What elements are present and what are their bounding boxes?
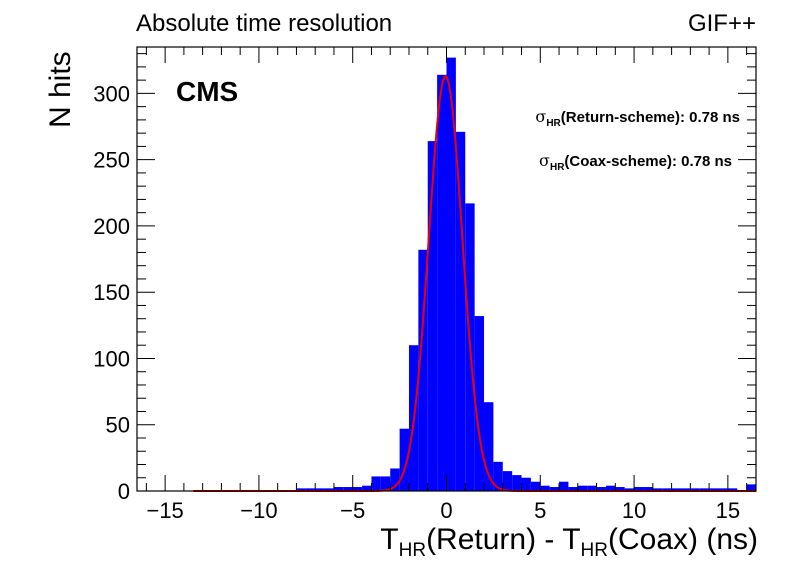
y-axis-label: N hits xyxy=(44,51,77,128)
histogram-bar xyxy=(587,485,597,491)
y-tick-label: 300 xyxy=(93,81,130,106)
x-label-sub2: HR xyxy=(580,540,608,561)
histogram-bar xyxy=(540,485,550,491)
histogram-bar xyxy=(502,471,513,491)
histogram-bar xyxy=(615,487,625,491)
y-tick-label: 150 xyxy=(93,280,130,305)
sigma-coax-annotation: σHR(Coax-scheme): 0.78 ns xyxy=(539,151,732,173)
sigma-subscript: HR xyxy=(549,162,565,173)
histogram-bar xyxy=(315,488,325,491)
histogram-bar xyxy=(399,428,409,491)
histogram-bar xyxy=(727,488,738,491)
x-tick-label: −10 xyxy=(240,498,277,523)
x-tick-label: 15 xyxy=(716,498,740,523)
histogram-bar xyxy=(634,487,644,491)
histogram-bar xyxy=(643,487,653,491)
histogram-bar xyxy=(493,461,503,491)
plot-frame xyxy=(136,46,757,492)
histogram-bar xyxy=(324,488,334,491)
y-tick-label: 0 xyxy=(118,479,130,504)
x-label-mid: (Return) - T xyxy=(426,523,581,556)
histogram-bar xyxy=(305,488,316,491)
experiment-label: CMS xyxy=(176,76,239,107)
histogram-bar xyxy=(568,487,578,491)
histogram-bar xyxy=(352,487,363,491)
chart-title: Absolute time resolution xyxy=(136,10,393,37)
histogram-bar xyxy=(474,316,485,491)
histogram-bar xyxy=(699,488,710,491)
histogram-bar xyxy=(662,488,672,491)
histogram-bar xyxy=(446,57,456,491)
sigma-symbol: σ xyxy=(535,107,547,126)
y-tick-label: 50 xyxy=(106,413,130,438)
histogram-bar xyxy=(559,481,569,491)
x-axis-label: THR(Return) - THR(Coax) (ns) xyxy=(380,523,758,562)
sigma-subscript: HR xyxy=(546,118,561,129)
histogram-bar xyxy=(362,485,372,491)
histogram-bar xyxy=(484,402,494,491)
histogram-bar xyxy=(333,487,344,491)
histogram-bar xyxy=(596,487,606,491)
x-tick-label: 10 xyxy=(622,498,646,523)
x-tick-label: −15 xyxy=(146,498,183,523)
histogram-bar xyxy=(390,468,400,491)
sigma-symbol: σ xyxy=(539,151,550,170)
y-tick-label: 100 xyxy=(93,346,130,371)
histogram-bar xyxy=(427,141,438,491)
histogram-bar xyxy=(380,476,391,491)
histogram-bar xyxy=(521,477,531,491)
histogram-bar xyxy=(577,485,588,491)
histogram-bar xyxy=(709,488,719,491)
sigma-return-annotation: σHR(Return-scheme): 0.78 ns xyxy=(535,107,740,129)
histogram-bar xyxy=(680,488,691,491)
histogram-bar xyxy=(530,481,541,491)
histogram-bar xyxy=(296,488,306,491)
y-tick-label: 250 xyxy=(93,148,130,173)
facility-label: GIF++ xyxy=(687,10,756,37)
histogram-bar xyxy=(455,131,466,491)
histogram-bar xyxy=(690,488,700,491)
histogram-bar xyxy=(512,475,522,491)
x-label-end: (Coax) (ns) xyxy=(607,523,758,556)
histogram-bar xyxy=(549,487,560,491)
histogram-bar xyxy=(624,488,635,491)
x-tick-label: −5 xyxy=(340,498,365,523)
sigma-coax-text: (Coax-scheme): 0.78 ns xyxy=(564,153,732,170)
histogram-bar xyxy=(605,485,616,491)
sigma-return-text: (Return-scheme): 0.78 ns xyxy=(560,109,740,126)
x-label-t1: T xyxy=(380,523,399,556)
y-tick-label: 200 xyxy=(93,214,130,239)
histogram-bar xyxy=(718,488,728,491)
x-label-sub1: HR xyxy=(398,540,427,561)
histogram-bar xyxy=(746,484,756,491)
histogram-bar xyxy=(437,74,447,492)
x-tick-label: 5 xyxy=(534,498,546,523)
x-tick-label: 0 xyxy=(440,498,452,523)
axis-ticks xyxy=(137,47,756,492)
histogram-bar xyxy=(343,487,353,491)
histogram-bar xyxy=(371,476,381,491)
histogram-bar xyxy=(671,488,681,491)
histogram-bar xyxy=(652,488,663,491)
histogram-bar xyxy=(418,249,428,491)
